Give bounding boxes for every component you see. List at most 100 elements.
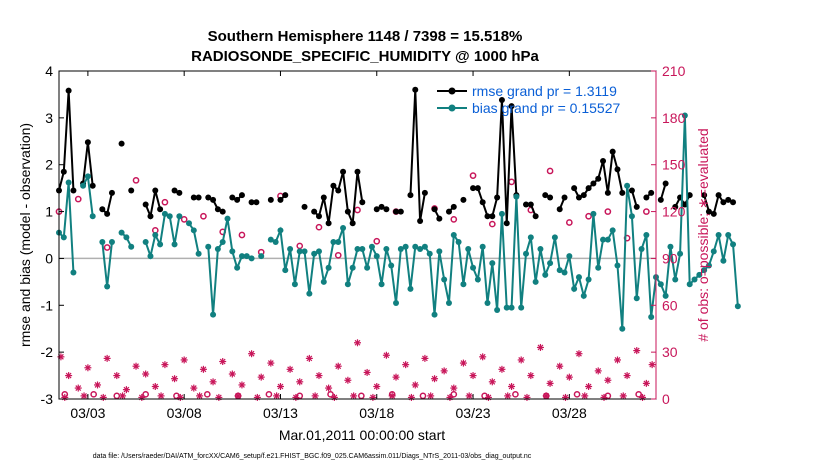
obs-evaluated-point bbox=[504, 392, 512, 400]
series-rmse-point bbox=[253, 199, 260, 206]
series-rmse-point bbox=[479, 199, 486, 206]
series-bias-point bbox=[614, 262, 621, 269]
series-bias-point bbox=[489, 260, 496, 267]
series-rmse-point bbox=[436, 215, 443, 222]
series-rmse-point bbox=[378, 203, 385, 210]
series-bias-point bbox=[720, 257, 727, 264]
plot-area bbox=[59, 71, 656, 399]
obs-evaluated-point bbox=[440, 367, 448, 375]
series-bias-point bbox=[677, 250, 684, 257]
obs-evaluated-point bbox=[80, 392, 88, 400]
series-bias-point bbox=[426, 250, 433, 257]
series-bias-point bbox=[484, 299, 491, 306]
series-rmse-point bbox=[556, 206, 563, 213]
series-rmse-point bbox=[152, 187, 159, 194]
series-bias-point bbox=[142, 239, 149, 246]
chart-title: Southern Hemisphere 1148 / 7398 = 15.518… bbox=[208, 28, 523, 45]
series-bias-point bbox=[633, 295, 640, 302]
obs-evaluated-point bbox=[623, 372, 631, 380]
series-bias-point bbox=[547, 260, 554, 267]
obs-evaluated-point bbox=[613, 356, 621, 364]
obs-evaluated-point bbox=[382, 351, 390, 359]
series-rmse-point bbox=[210, 196, 217, 203]
series-rmse-point bbox=[320, 194, 327, 201]
obs-possible-point bbox=[265, 390, 273, 398]
obs-evaluated-point bbox=[619, 392, 627, 400]
series-bias-point bbox=[267, 236, 274, 243]
obs-possible-point bbox=[604, 208, 612, 215]
series-bias-point bbox=[161, 210, 168, 217]
series-bias-point bbox=[335, 239, 342, 246]
series-rmse-point bbox=[393, 208, 400, 215]
series-bias-point bbox=[306, 290, 313, 297]
series-rmse-point bbox=[498, 97, 505, 104]
obs-evaluated-point bbox=[253, 393, 261, 401]
series-rmse-point bbox=[335, 187, 342, 194]
series-rmse-point bbox=[532, 213, 539, 220]
series-bias-point bbox=[619, 325, 626, 332]
series-bias-point bbox=[157, 241, 164, 248]
y-tick-label: 0 bbox=[45, 250, 53, 266]
series-bias-point bbox=[474, 276, 481, 283]
series-rmse-point bbox=[238, 192, 245, 199]
obs-possible-point bbox=[161, 198, 169, 206]
series-bias-point bbox=[681, 112, 688, 119]
series-rmse-point bbox=[190, 194, 197, 201]
series-rmse-point bbox=[619, 189, 626, 196]
obs-evaluated-point bbox=[421, 354, 429, 362]
series-bias-point bbox=[80, 182, 87, 189]
y-tick-label: 4 bbox=[45, 63, 53, 79]
series-bias-point bbox=[638, 246, 645, 253]
series-rmse-point bbox=[84, 139, 91, 146]
obs-evaluated-point bbox=[151, 383, 159, 391]
obs-possible-point bbox=[90, 390, 98, 398]
x-axis-label: Mar.01,2011 00:00:00 start bbox=[279, 427, 445, 443]
obs-evaluated-point bbox=[427, 392, 435, 400]
obs-possible-point bbox=[132, 176, 140, 184]
series-rmse-point bbox=[523, 201, 530, 208]
series-bias-point bbox=[624, 182, 631, 189]
legend-marker-bias bbox=[448, 104, 456, 112]
series-rmse-point bbox=[99, 206, 106, 213]
obs-evaluated-point bbox=[74, 384, 82, 392]
series-bias-point bbox=[595, 264, 602, 271]
obs-evaluated-point bbox=[431, 375, 439, 383]
series-bias-point bbox=[70, 269, 77, 276]
obs-evaluated-point bbox=[65, 372, 73, 380]
series-bias-point bbox=[518, 304, 525, 311]
obs-possible-point bbox=[419, 392, 427, 400]
obs-evaluated-point bbox=[228, 370, 236, 378]
series-bias-point bbox=[479, 243, 486, 250]
obs-possible-point bbox=[334, 251, 342, 259]
obs-evaluated-point bbox=[94, 381, 102, 389]
series-bias-point bbox=[320, 278, 327, 285]
series-bias-point bbox=[701, 267, 708, 274]
series-rmse-point bbox=[561, 194, 568, 201]
obs-evaluated-point bbox=[219, 358, 227, 366]
y-tick-right-label: 180 bbox=[662, 110, 686, 126]
x-tick-label: 03/13 bbox=[263, 405, 298, 421]
y-tick-right-label: 210 bbox=[662, 63, 686, 79]
series-bias-point bbox=[291, 281, 298, 288]
series-rmse-point bbox=[383, 206, 390, 213]
obs-evaluated-point bbox=[57, 353, 65, 361]
obs-evaluated-point bbox=[286, 365, 294, 373]
obs-possible-point bbox=[565, 219, 573, 226]
obs-evaluated-point bbox=[113, 372, 121, 380]
obs-possible-point bbox=[635, 390, 643, 398]
series-bias-point bbox=[248, 255, 255, 262]
series-bias-point bbox=[224, 215, 231, 222]
series-bias-point bbox=[575, 274, 582, 281]
obs-evaluated-point bbox=[196, 392, 204, 400]
series-bias-point bbox=[176, 213, 183, 220]
series-rmse-point bbox=[672, 203, 679, 210]
series-bias-point bbox=[364, 264, 371, 271]
series-bias-point bbox=[455, 239, 462, 246]
series-bias-point bbox=[282, 267, 289, 274]
series-bias-point bbox=[604, 236, 611, 243]
series-bias-point bbox=[532, 278, 539, 285]
obs-evaluated-point bbox=[600, 393, 608, 401]
obs-possible-point bbox=[546, 167, 554, 175]
series-bias-point bbox=[600, 236, 607, 243]
series-rmse-point bbox=[248, 199, 255, 206]
